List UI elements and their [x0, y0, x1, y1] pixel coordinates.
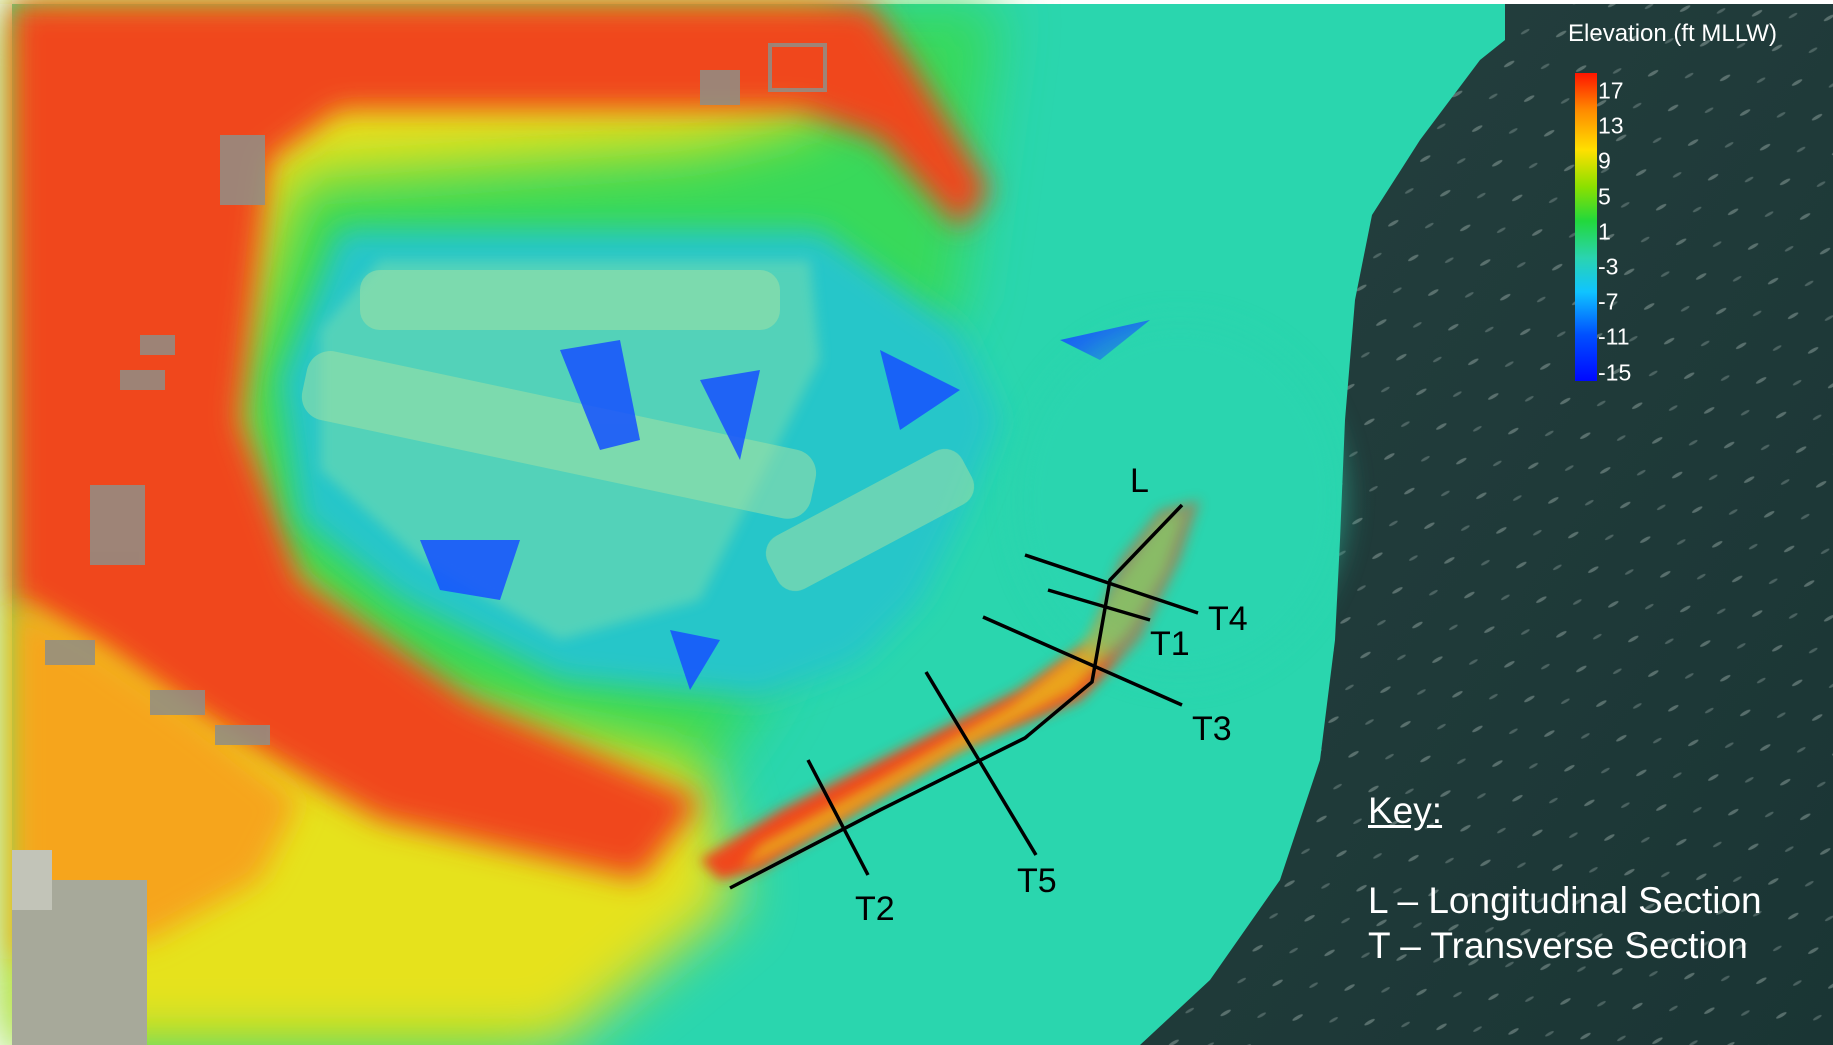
legend-color-bar [1575, 73, 1597, 381]
legend-tick-label: 17 [1598, 77, 1624, 104]
key-line-transverse: T – Transverse Section [1368, 925, 1748, 966]
section-label-L: L [1130, 462, 1149, 500]
legend-title: Elevation (ft MLLW) [1568, 20, 1777, 47]
section-line-T4[interactable] [1024, 553, 1199, 615]
section-label-T3: T3 [1192, 710, 1232, 748]
section-line-L[interactable] [729, 503, 1184, 890]
key-title: Key: [1368, 790, 1443, 831]
section-line-T3[interactable] [982, 615, 1183, 707]
section-label-T1: T1 [1150, 625, 1190, 663]
legend-tick-label: -15 [1598, 359, 1632, 386]
elevation-legend: Elevation (ft MLLW) 17 13 9 5 1 -3 -7 -11 -15 [1560, 14, 1830, 394]
legend-tick-label: -11 [1598, 323, 1630, 350]
section-line-T5[interactable] [924, 671, 1038, 856]
legend-ticks: 17 13 9 5 1 -3 -7 -11 -15 [1598, 73, 1688, 386]
high-land-area [12, 4, 990, 880]
legend-tick-label: -3 [1598, 253, 1619, 280]
key-line-longitudinal: L – Longitudinal Section [1368, 880, 1762, 921]
section-line-T2[interactable] [806, 759, 870, 876]
legend-tick-label: 1 [1598, 218, 1611, 245]
section-label-T2: T2 [855, 890, 895, 928]
section-label-T5: T5 [1017, 862, 1057, 900]
section-line-T1[interactable] [1047, 588, 1151, 622]
legend-tick-label: 9 [1598, 147, 1611, 174]
legend-tick-label: -7 [1598, 288, 1619, 315]
section-lines [729, 503, 1199, 890]
legend-tick-label: 13 [1598, 112, 1624, 139]
map-key: Key: L – Longitudinal Section T – Transv… [1368, 790, 1762, 968]
legend-tick-label: 5 [1598, 183, 1611, 210]
section-label-T4: T4 [1208, 600, 1248, 638]
